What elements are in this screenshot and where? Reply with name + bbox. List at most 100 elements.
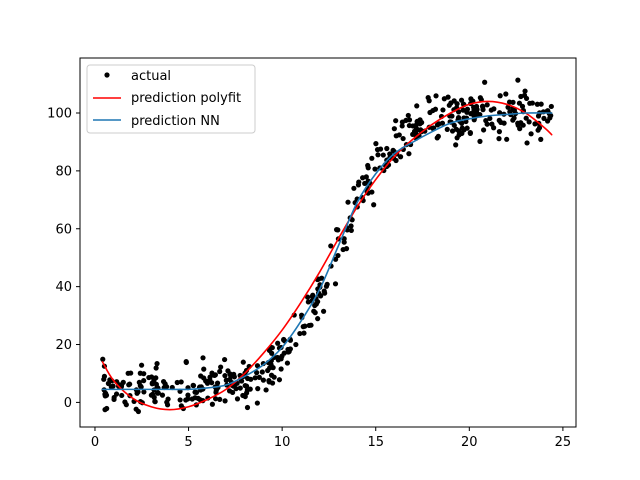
- actual-point: [528, 131, 534, 137]
- y-tick-label: 40: [55, 280, 72, 295]
- actual-point: [470, 111, 476, 117]
- legend-label-actual: actual: [131, 69, 171, 84]
- actual-point: [101, 373, 108, 379]
- actual-point: [484, 102, 490, 108]
- actual-point: [243, 367, 250, 374]
- actual-point: [524, 140, 530, 146]
- actual-point: [153, 365, 159, 371]
- actual-point: [248, 376, 254, 382]
- actual-point: [237, 385, 243, 391]
- actual-point: [141, 378, 147, 384]
- actual-point: [400, 135, 406, 142]
- actual-point: [459, 125, 465, 131]
- actual-point: [393, 118, 399, 124]
- actual-point: [154, 361, 160, 367]
- actual-point: [259, 369, 265, 375]
- actual-point: [340, 246, 346, 253]
- actual-point: [122, 399, 128, 405]
- actual-point: [541, 115, 547, 121]
- actual-point: [278, 366, 284, 372]
- actual-point: [371, 202, 377, 208]
- actual-point: [341, 236, 347, 242]
- actual-point: [255, 386, 261, 392]
- actual-point: [240, 359, 246, 365]
- actual-point: [201, 366, 207, 372]
- actual-point: [523, 115, 529, 121]
- actual-point: [231, 374, 237, 380]
- actual-point: [154, 390, 161, 396]
- actual-point: [397, 154, 404, 160]
- actual-point: [464, 125, 470, 131]
- actual-point: [322, 290, 328, 296]
- actual-point: [149, 391, 156, 397]
- legend-box: [86, 64, 256, 134]
- actual-point: [477, 138, 483, 144]
- actual-point: [521, 92, 528, 98]
- actual-point: [240, 392, 246, 399]
- actual-point: [213, 396, 219, 402]
- actual-point: [348, 223, 354, 229]
- actual-point: [414, 118, 420, 125]
- actual-point: [345, 199, 351, 205]
- actual-point: [510, 99, 516, 105]
- actual-point: [369, 155, 375, 161]
- actual-point: [100, 356, 106, 362]
- actual-point: [454, 101, 460, 107]
- actual-point: [222, 356, 228, 363]
- prediction-lines: [101, 100, 553, 411]
- actual-point: [427, 109, 433, 116]
- actual-point: [510, 117, 516, 123]
- actual-point: [515, 77, 521, 83]
- actual-point: [266, 379, 272, 385]
- actual-point: [355, 182, 362, 188]
- actual-point: [377, 146, 384, 152]
- actual-point: [227, 371, 233, 377]
- legend-label-nn: prediction NN: [131, 114, 220, 129]
- actual-point: [496, 129, 502, 135]
- actual-point: [222, 398, 228, 404]
- actual-point: [256, 374, 262, 380]
- actual-point: [451, 122, 457, 128]
- actual-point: [324, 281, 330, 287]
- actual-point: [414, 103, 420, 109]
- y-axis: 0 20 40 60 80 100: [47, 106, 80, 411]
- actual-point: [477, 112, 483, 118]
- actual-point: [177, 397, 183, 403]
- actual-point: [254, 370, 260, 376]
- x-tick-label: 10: [274, 435, 291, 450]
- x-tick-label: 25: [555, 435, 572, 450]
- actual-point: [405, 112, 411, 119]
- actual-point: [440, 107, 446, 113]
- actual-point: [529, 100, 535, 106]
- actual-point: [284, 360, 291, 366]
- actual-point: [183, 359, 189, 365]
- actual-point: [532, 121, 538, 127]
- actual-point: [482, 79, 488, 85]
- actual-point: [434, 122, 441, 128]
- actual-point: [538, 136, 544, 142]
- actual-point: [481, 127, 487, 133]
- actual-point: [174, 379, 180, 386]
- actual-point: [148, 374, 155, 380]
- actual-point: [127, 381, 133, 387]
- actual-point: [468, 96, 474, 102]
- actual-point: [393, 157, 399, 164]
- actual-point: [233, 386, 239, 392]
- actual-point: [453, 142, 459, 148]
- y-tick-label: 20: [55, 338, 72, 353]
- actual-point: [425, 95, 431, 101]
- actual-point: [252, 375, 258, 381]
- actual-point: [293, 341, 299, 348]
- actual-point: [137, 370, 143, 376]
- actual-point: [441, 96, 447, 102]
- actual-point: [516, 100, 523, 106]
- actual-point: [138, 362, 145, 368]
- x-tick-label: 5: [184, 435, 192, 450]
- actual-point: [501, 120, 507, 126]
- actual-point: [484, 121, 490, 127]
- actual-point: [333, 256, 339, 262]
- actual-point: [373, 141, 379, 147]
- actual-point: [471, 107, 477, 113]
- actual-point: [316, 276, 322, 282]
- actual-point: [320, 308, 327, 314]
